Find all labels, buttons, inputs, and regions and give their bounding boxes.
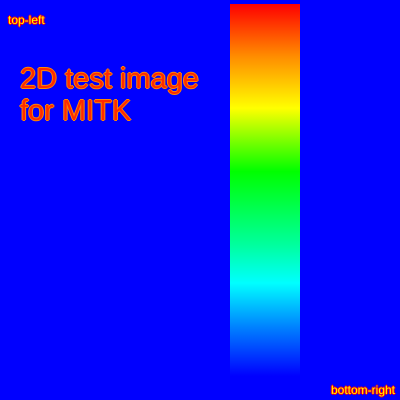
- image-title: 2D test image for MITK: [20, 63, 220, 127]
- top-left-label: top-left: [8, 13, 45, 27]
- title-line-2: for MITK: [20, 95, 132, 127]
- bottom-right-label: bottom-right: [330, 383, 395, 397]
- color-gradient-bar: [230, 4, 300, 376]
- title-line-1: 2D test image: [20, 63, 199, 95]
